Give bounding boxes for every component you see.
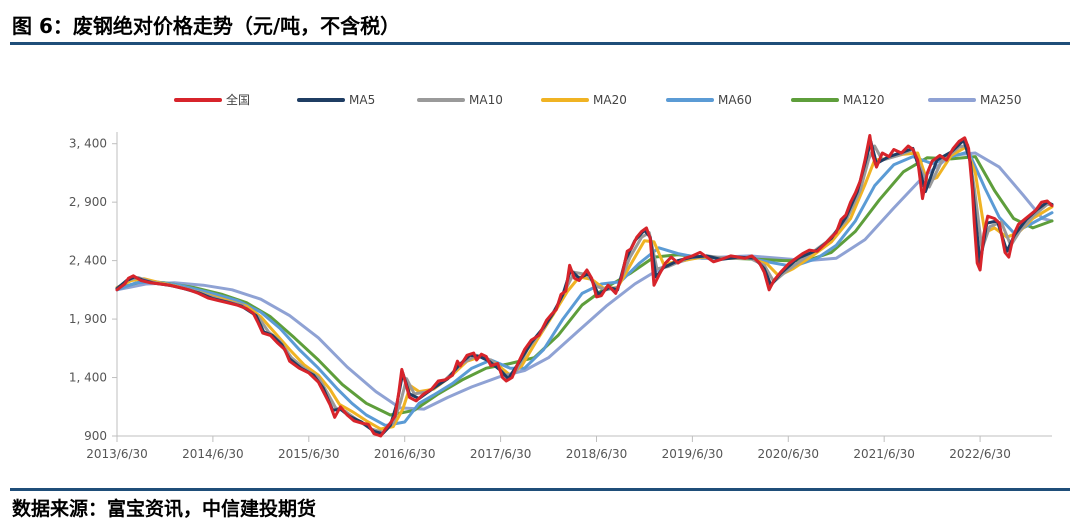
- series-line-ma5: [115, 138, 1054, 436]
- legend-label: MA250: [980, 93, 1021, 107]
- x-tick-label: 2021/6/30: [853, 447, 915, 461]
- x-tick-label: 2014/6/30: [182, 447, 244, 461]
- x-tick-label: 2020/6/30: [758, 447, 820, 461]
- title-divider: [10, 42, 1070, 45]
- y-tick-label: 900: [84, 429, 107, 443]
- x-axis: 2013/6/30 2014/6/30 2015/6/30 2016/6/30 2017…: [86, 435, 1052, 461]
- x-tick-label: 2016/6/30: [374, 447, 436, 461]
- y-tick-label: 2, 900: [69, 195, 107, 209]
- y-tick-label: 1, 900: [69, 312, 107, 326]
- series-line-ma120: [115, 155, 1054, 417]
- series-line-全国: [115, 134, 1054, 438]
- x-tick-label: 2013/6/30: [86, 447, 148, 461]
- chart-series: [115, 134, 1054, 438]
- data-source-note: 数据来源：富宝资讯，中信建投期货: [12, 498, 317, 520]
- legend-label: MA20: [593, 93, 627, 107]
- legend-label: MA60: [718, 93, 752, 107]
- y-axis: 900 1, 400 1, 900 2, 400 2, 900 3, 400: [69, 132, 118, 443]
- y-tick-label: 1, 400: [69, 371, 107, 385]
- y-tick-label: 2, 400: [69, 254, 107, 268]
- source-divider: [10, 488, 1070, 491]
- x-tick-label: 2018/6/30: [566, 447, 628, 461]
- figure-title: 图 6：废钢绝对价格走势（元/吨，不含税）: [12, 14, 401, 38]
- series-line-ma60: [115, 150, 1054, 427]
- legend-label: MA120: [843, 93, 884, 107]
- legend-label: MA10: [469, 93, 503, 107]
- series-line-ma250: [115, 151, 1054, 411]
- series-line-ma20: [115, 145, 1054, 431]
- x-tick-label: 2022/6/30: [949, 447, 1011, 461]
- legend-label: MA5: [349, 93, 375, 107]
- x-tick-label: 2019/6/30: [662, 447, 724, 461]
- legend-label: 全国: [226, 92, 250, 107]
- x-tick-label: 2017/6/30: [470, 447, 532, 461]
- chart-legend: 全国 MA5 MA10 MA20 MA60 MA120 MA250: [174, 92, 1021, 107]
- x-tick-label: 2015/6/30: [278, 447, 340, 461]
- y-tick-label: 3, 400: [69, 137, 107, 151]
